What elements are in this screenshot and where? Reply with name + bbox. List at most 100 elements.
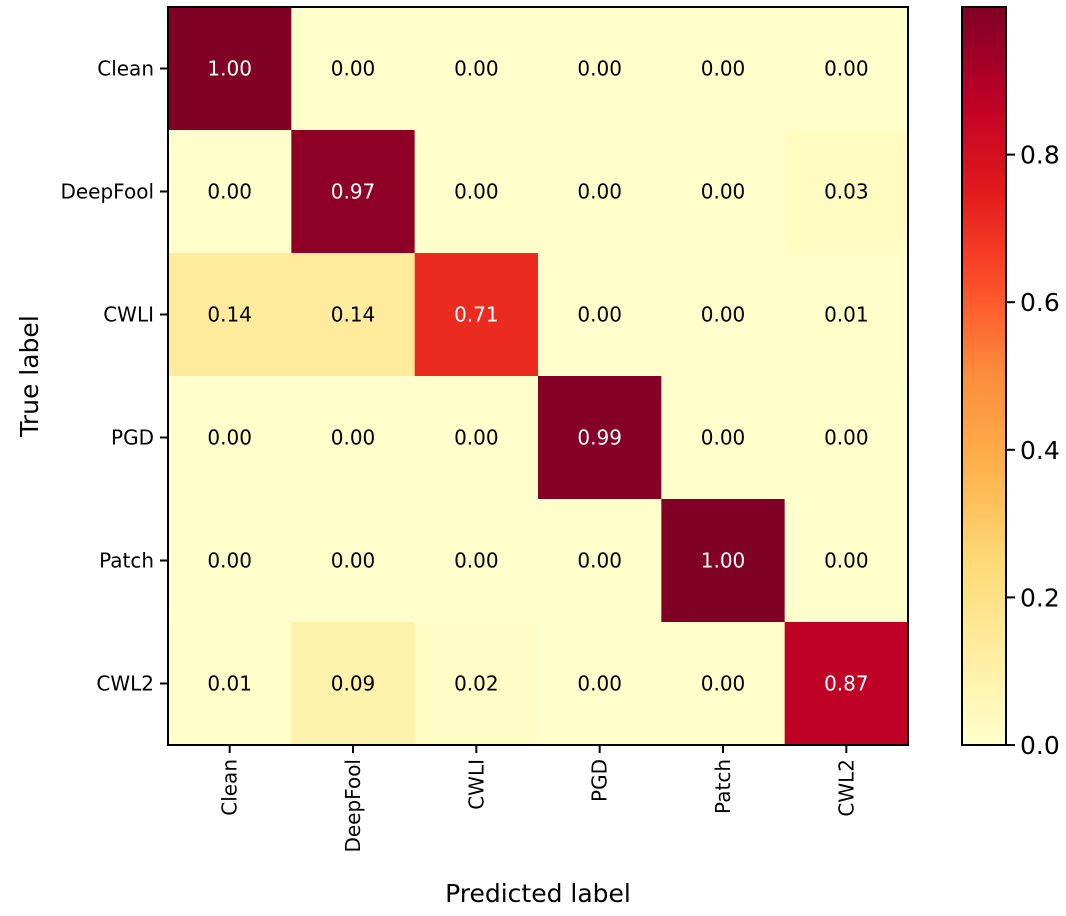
cell-value-label: 0.00 [331,57,376,81]
heatmap-cell [538,253,662,377]
heatmap-cell [784,130,909,254]
heatmap-cell [168,499,292,623]
y-tick-label: PGD [111,426,154,450]
cell-value-label: 0.09 [331,672,376,696]
y-tick-label: Clean [97,57,154,81]
colorbar: 0.0 0.2 0.4 0.6 0.8 [961,6,1060,760]
heatmap-cell [538,499,662,623]
cell-value-label: 0.14 [331,303,376,327]
heatmap-cell [168,7,292,131]
cell-value-label: 0.00 [207,180,252,204]
colorbar-tick-label: 0.8 [1020,141,1060,170]
cell-value-label: 0.00 [577,180,622,204]
cell-value-label: 0.00 [701,303,746,327]
heatmap-cell [168,622,292,746]
x-tick-label: Patch [711,759,735,814]
cell-value-label: 0.00 [331,549,376,573]
heatmap-cell [538,130,662,254]
heatmap-cell [168,130,292,254]
x-tick-label: PGD [588,759,612,802]
heatmap-cell [291,130,416,254]
y-tick-label: CWL2 [96,672,154,696]
heatmap-cell [661,7,786,131]
cell-value-label: 0.03 [824,180,869,204]
cell-value-label: 0.99 [577,426,622,450]
cell-value-label: 0.01 [207,672,252,696]
cell-value-label: 0.00 [577,549,622,573]
cell-value-label: 0.00 [824,426,869,450]
cell-value-label: 0.00 [454,426,499,450]
cell-value-label: 0.01 [824,303,869,327]
x-tick-label: CWL2 [834,759,858,817]
cell-value-label: 0.00 [207,426,252,450]
cell-value-label: 0.00 [577,57,622,81]
cell-value-label: 0.00 [701,57,746,81]
heatmap-cell [168,253,292,377]
cell-value-label: 0.00 [454,180,499,204]
heatmap-cell [538,622,662,746]
cell-value-label: 0.00 [207,549,252,573]
heatmap-cell [168,376,292,500]
cell-value-label: 0.02 [454,672,499,696]
heatmap-cell [784,622,909,746]
heatmap-cell [784,253,909,377]
cell-value-label: 0.71 [454,303,499,327]
cell-value-label: 0.14 [207,303,252,327]
x-tick-label: CWLI [464,759,488,810]
x-tick-label: DeepFool [341,759,365,853]
y-tick-label: CWLI [103,303,154,327]
colorbar-gradient [962,7,1006,745]
heatmap-cell [291,7,416,131]
x-axis-title: Predicted label [445,879,631,908]
y-axis-ticks: Clean DeepFool CWLI PGD Patch CWL2 [60,57,168,696]
heatmap-cell [661,622,786,746]
heatmap-cell [661,499,786,623]
colorbar-tick-label: 0.0 [1020,731,1060,760]
heatmap-cell [661,376,786,500]
heatmap-cell [784,499,909,623]
colorbar-frame [961,6,1007,746]
heatmap-cell [538,376,662,500]
y-tick-label: DeepFool [60,180,154,204]
cell-value-label: 0.00 [577,303,622,327]
heatmap-cell [291,499,416,623]
cell-value-label: 0.87 [824,672,869,696]
cell-value-label: 0.00 [824,549,869,573]
heatmap-cell [414,499,539,623]
cell-value-label: 1.00 [701,549,746,573]
colorbar-tick-label: 0.4 [1020,436,1060,465]
colorbar-tick-label: 0.2 [1020,583,1060,612]
cell-value-label: 0.97 [331,180,376,204]
cell-value-label: 0.00 [701,180,746,204]
cell-value-label: 0.00 [454,57,499,81]
colorbar-ticks: 0.0 0.2 0.4 0.6 0.8 [1006,141,1060,760]
heatmap-cell [291,253,416,377]
x-axis-ticks: Clean DeepFool CWLI PGD Patch CWL2 [218,745,858,853]
heatmap-cell [784,7,909,131]
plot-frame [167,6,909,746]
cell-value-label: 1.00 [207,57,252,81]
heatmap-cell [291,622,416,746]
cell-value-label: 0.00 [824,57,869,81]
colorbar-tick-label: 0.6 [1020,288,1060,317]
heatmap-cell [538,7,662,131]
heatmap-cell [784,376,909,500]
cell-value-label: 0.00 [577,672,622,696]
heatmap-cell [414,253,539,377]
cell-value-label: 0.00 [331,426,376,450]
heatmap-cell [291,376,416,500]
heatmap-cell [414,376,539,500]
heatmap-cell [661,130,786,254]
x-tick-label: Clean [218,759,242,816]
heatmap-cell [414,130,539,254]
heatmap-cell [414,7,539,131]
cell-value-label: 0.00 [701,672,746,696]
cell-value-label: 0.00 [454,549,499,573]
cell-value-label: 0.00 [701,426,746,450]
heatmap-cell [661,253,786,377]
heatmap-cell [414,622,539,746]
heatmap-cells: 1.00 0.00 0.00 0.00 0.00 0.00 0.00 0.97 0.00 0.00… [168,7,909,746]
y-axis-title: True label [15,315,44,438]
y-tick-label: Patch [99,549,154,573]
